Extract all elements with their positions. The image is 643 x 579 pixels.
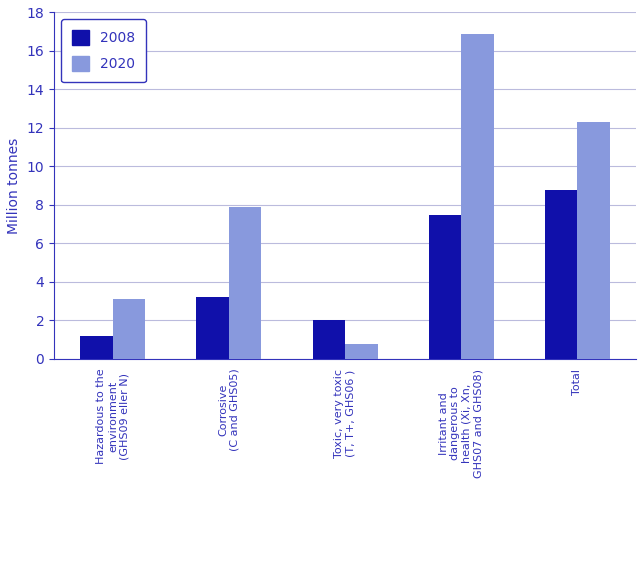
- Bar: [312, 320, 345, 359]
- Bar: [429, 215, 461, 359]
- Bar: [113, 299, 145, 359]
- Legend: 2008, 2020: 2008, 2020: [61, 19, 146, 82]
- Bar: [545, 189, 577, 359]
- Bar: [345, 343, 377, 359]
- Bar: [197, 298, 229, 359]
- Bar: [80, 336, 113, 359]
- Bar: [577, 122, 610, 359]
- Bar: [229, 207, 262, 359]
- Bar: [461, 34, 494, 359]
- Y-axis label: Million tonnes: Million tonnes: [7, 138, 21, 234]
